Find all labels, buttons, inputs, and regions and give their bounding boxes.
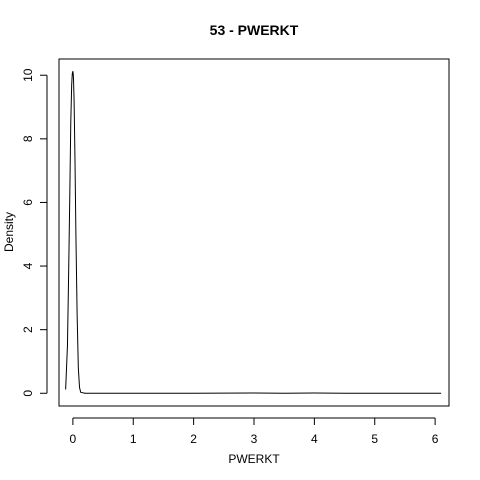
plot-frame bbox=[58, 58, 450, 407]
y-tick-label: 6 bbox=[21, 199, 35, 206]
x-tick-label: 6 bbox=[432, 432, 439, 446]
series-layer bbox=[65, 70, 442, 394]
x-axis-title: PWERKT bbox=[228, 452, 280, 466]
chart-title: 53 - PWERKT bbox=[210, 22, 299, 38]
y-axis-title: Density bbox=[2, 212, 16, 252]
x-tick-label: 5 bbox=[371, 432, 378, 446]
x-tick-label: 4 bbox=[311, 432, 318, 446]
y-tick-label: 4 bbox=[21, 262, 35, 269]
y-tick-label: 0 bbox=[21, 390, 35, 397]
y-axis: 0 2 4 6 8 10 bbox=[21, 68, 48, 397]
y-tick-label: 10 bbox=[21, 68, 35, 82]
x-axis: 0 1 2 3 4 5 6 bbox=[70, 417, 439, 446]
x-tick-label: 3 bbox=[251, 432, 258, 446]
x-tick-label: 0 bbox=[70, 432, 77, 446]
y-tick-label: 2 bbox=[21, 326, 35, 333]
x-tick-label: 2 bbox=[190, 432, 197, 446]
y-tick-label: 8 bbox=[21, 135, 35, 142]
density-curve bbox=[65, 70, 442, 394]
x-tick-label: 1 bbox=[130, 432, 137, 446]
